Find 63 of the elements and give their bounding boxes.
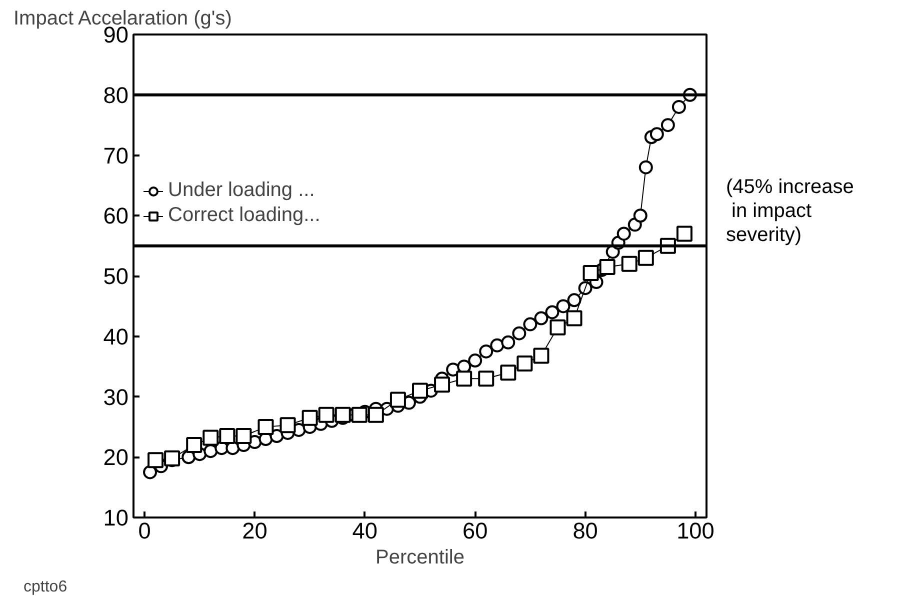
point <box>556 299 570 314</box>
point <box>500 364 516 381</box>
point <box>660 118 675 132</box>
x-tick-label: 100 <box>676 518 714 544</box>
point <box>302 410 318 426</box>
point <box>533 348 550 364</box>
point <box>164 450 180 466</box>
point <box>550 319 566 336</box>
text: cptto6 <box>24 578 68 596</box>
point <box>186 437 202 454</box>
y-tick-label: 60 <box>103 202 128 229</box>
point <box>501 335 516 350</box>
point <box>468 354 482 368</box>
point <box>567 293 582 308</box>
point <box>219 428 236 444</box>
y-tick-label: 80 <box>103 82 128 108</box>
point <box>412 382 428 399</box>
x-tick-label: 60 <box>462 518 488 544</box>
x-tick-label: 80 <box>572 518 598 544</box>
point <box>516 356 533 372</box>
point <box>534 311 548 326</box>
point <box>650 127 664 142</box>
point <box>368 406 384 423</box>
point <box>633 208 648 223</box>
point <box>672 100 686 114</box>
point <box>334 406 351 423</box>
point <box>434 376 450 393</box>
y-tick-label: 20 <box>103 444 128 470</box>
y-tick-label: 70 <box>103 142 128 168</box>
y-tick-label: 30 <box>103 384 128 410</box>
point <box>479 344 494 358</box>
y-tick-label: 50 <box>103 263 128 289</box>
point <box>566 310 582 326</box>
x-axis-title: Percentile <box>376 546 464 568</box>
point <box>512 326 526 340</box>
point <box>351 406 368 423</box>
point <box>490 338 504 352</box>
x-tick-label: 0 <box>138 518 151 544</box>
point <box>148 452 164 468</box>
y-tick-label: 10 <box>103 504 128 530</box>
point <box>599 258 616 275</box>
point <box>545 305 560 320</box>
ref-line-label: (45% increase in impact severity) <box>726 175 854 247</box>
point <box>236 428 252 444</box>
legend-label: Correct loading... <box>168 204 320 227</box>
point <box>390 392 406 408</box>
point <box>280 417 296 434</box>
y-tick-label: 40 <box>103 323 128 350</box>
point <box>582 264 599 281</box>
point <box>258 418 274 435</box>
legend-label: Under loading ... <box>168 179 315 202</box>
point <box>621 256 638 272</box>
x-tick-label: 20 <box>242 518 268 544</box>
point <box>523 317 538 332</box>
point <box>478 370 494 387</box>
point <box>456 370 472 387</box>
point <box>676 226 692 242</box>
point <box>202 430 219 446</box>
point <box>638 250 654 266</box>
x-tick-label: 40 <box>352 518 378 544</box>
point <box>318 406 334 423</box>
point <box>638 160 653 174</box>
point <box>616 226 631 241</box>
